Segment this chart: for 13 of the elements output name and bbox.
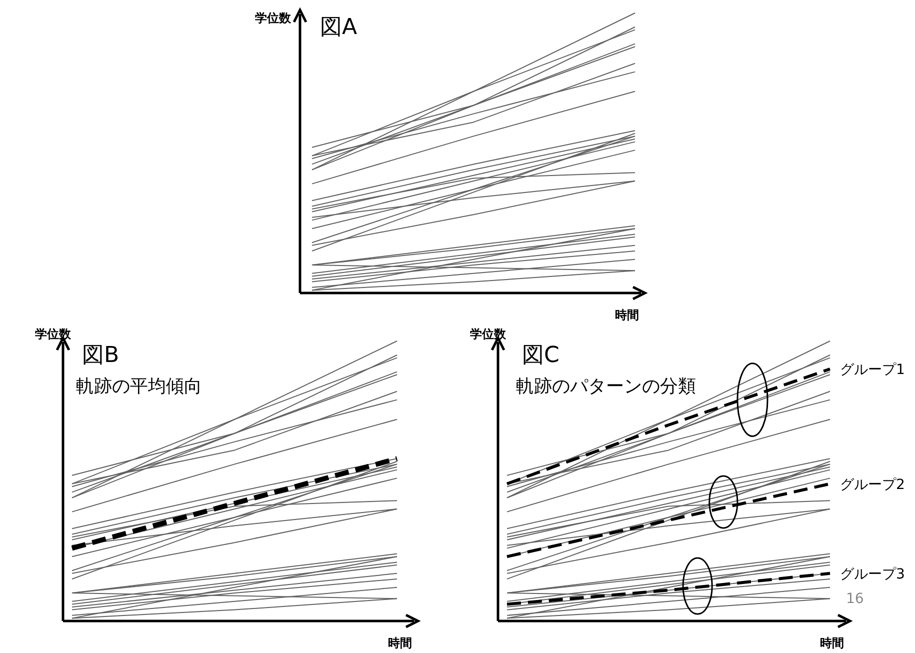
series-label: グループ1 — [840, 362, 905, 378]
x-axis-title: 時間 — [820, 636, 844, 650]
series-label: グループ2 — [840, 476, 905, 493]
x-axis-title: 時間 — [388, 636, 412, 650]
chart-title: 図C — [522, 343, 560, 368]
annotation: 16 — [846, 591, 864, 607]
text: 軌跡のパターンの分類 — [516, 376, 696, 397]
x-axis-title: 時間 — [615, 308, 639, 322]
text: 軌跡の平均傾向 — [76, 376, 202, 397]
series-label: グループ3 — [840, 566, 905, 582]
chart-title: 図A — [320, 15, 358, 40]
chart-title: 図B — [82, 343, 120, 368]
y-axis-title: 学位数 — [255, 11, 292, 25]
